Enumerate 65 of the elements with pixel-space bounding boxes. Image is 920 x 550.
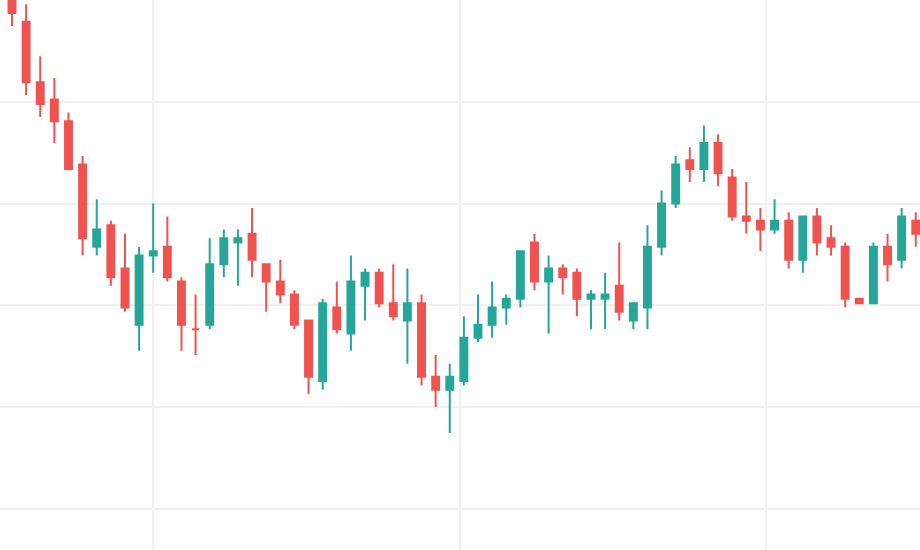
candlestick [162,215,172,283]
candlestick [558,263,568,296]
candlestick [431,354,441,409]
candlestick [798,215,808,274]
candlestick [106,219,116,287]
candlestick [699,124,709,183]
candlestick [911,211,920,248]
candlestick [7,0,17,27]
candlestick [544,254,554,335]
candlestick [459,315,469,387]
candlestick [289,289,299,331]
candlestick [812,206,822,257]
candlestick [530,232,539,292]
candlestick [191,293,201,357]
candlestick [205,237,215,331]
candlestick [360,267,370,322]
candlestick [388,263,398,322]
candlestick [586,289,596,331]
candlestick [727,167,737,222]
candlestick [233,228,243,287]
candlestick [755,206,765,253]
candlestick [275,258,285,305]
candlestick [572,267,582,318]
candlestick [219,228,229,279]
candlestick [741,180,751,235]
candlestick [614,241,624,322]
candlestick [417,293,426,387]
candlestick [770,198,780,235]
candlestick [402,267,412,365]
candlestick [445,362,455,435]
candlestick [318,297,328,391]
candlestick [332,280,342,335]
candlestick [515,250,525,309]
candlestick [657,189,667,257]
candlestick [374,267,384,309]
candlestick [21,3,31,97]
candlestick [177,276,186,352]
candlestick [713,133,723,188]
candlestick [35,55,45,118]
candlestick [134,245,144,352]
candlestick [840,241,850,309]
candlestick [148,202,158,274]
candlestick [600,271,610,331]
candlestick [49,76,59,144]
candlestick [854,297,864,305]
candlestick [628,302,638,331]
candlestick [346,254,356,352]
candlestick [304,319,313,396]
candlestick [897,206,907,270]
candlestick [501,293,511,326]
candlestick [671,154,681,209]
candlestick [868,241,878,305]
candlestick [685,146,695,183]
candlestick [487,280,497,339]
candlestick [784,211,794,270]
candlestick [473,293,483,344]
candlestick [64,111,73,170]
candlestick [78,154,88,257]
candlestick [247,206,257,279]
candlestick [261,263,271,313]
candlestick [883,232,892,283]
candlestick [643,224,652,331]
candlestick [826,224,836,257]
candlestick [92,198,102,257]
candlestick [120,232,130,313]
